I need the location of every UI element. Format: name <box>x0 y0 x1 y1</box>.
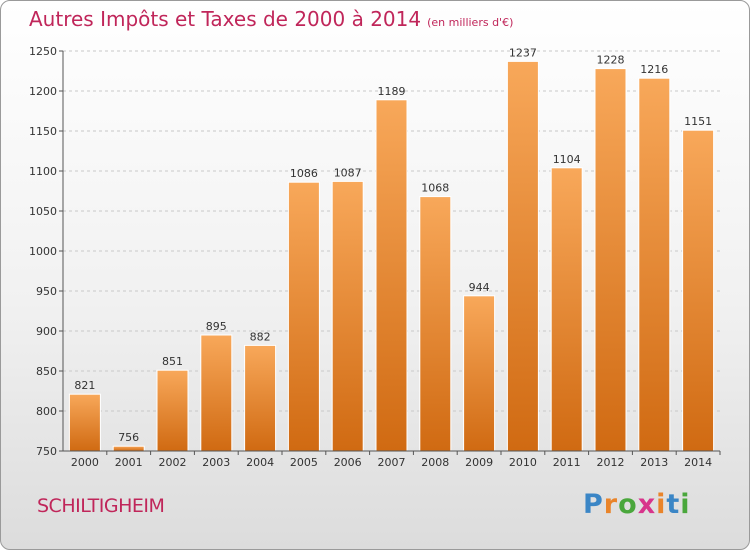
y-tick-label: 800 <box>36 405 57 418</box>
logo-letter: i <box>680 489 691 520</box>
bar <box>244 344 277 452</box>
logo-letter: x <box>637 489 657 520</box>
data-label: 1228 <box>597 54 625 67</box>
x-tick-label: 2004 <box>246 456 274 469</box>
y-tick-label: 950 <box>36 285 57 298</box>
data-label: 851 <box>162 355 183 368</box>
x-tick-label: 2000 <box>71 456 99 469</box>
data-label: 882 <box>250 330 271 343</box>
x-tick-label: 2012 <box>597 456 625 469</box>
data-label: 1068 <box>421 182 449 195</box>
x-tick-label: 2005 <box>290 456 318 469</box>
chart-title-text: Autres Impôts et Taxes de 2000 à 2014 <box>29 7 422 31</box>
data-label: 895 <box>206 320 227 333</box>
x-tick-label: 2010 <box>509 456 537 469</box>
data-label: 756 <box>118 431 139 444</box>
logo-letter: o <box>618 489 638 520</box>
x-tick-label: 2006 <box>334 456 362 469</box>
y-tick-label: 1250 <box>29 45 57 58</box>
logo-letter: r <box>603 489 619 520</box>
x-tick-label: 2002 <box>159 456 187 469</box>
bar <box>419 196 452 452</box>
data-label: 1086 <box>290 167 318 180</box>
bar <box>463 295 496 452</box>
x-tick-label: 2008 <box>421 456 449 469</box>
bar <box>594 68 627 452</box>
bar <box>287 181 320 452</box>
data-label: 944 <box>469 281 490 294</box>
x-tick-label: 2013 <box>640 456 668 469</box>
bar <box>506 60 539 452</box>
y-tick-label: 750 <box>36 445 57 458</box>
logo-letter: t <box>666 489 681 520</box>
x-tick-label: 2009 <box>465 456 493 469</box>
x-tick-label: 2001 <box>115 456 143 469</box>
city-name: SCHILTIGHEIM <box>37 495 165 517</box>
data-label: 1104 <box>553 153 581 166</box>
x-tick-label: 2011 <box>553 456 581 469</box>
y-tick-label: 850 <box>36 365 57 378</box>
y-tick-label: 1050 <box>29 205 57 218</box>
bar <box>638 77 671 452</box>
x-tick-label: 2014 <box>684 456 712 469</box>
x-tick-label: 2007 <box>378 456 406 469</box>
logo-letter: i <box>656 489 667 520</box>
bar <box>375 99 408 452</box>
bar <box>550 167 583 452</box>
bar <box>682 129 715 452</box>
data-label: 1189 <box>378 85 406 98</box>
chart-title: Autres Impôts et Taxes de 2000 à 2014 (en… <box>29 7 513 31</box>
y-tick-label: 1100 <box>29 165 57 178</box>
y-tick-label: 1200 <box>29 85 57 98</box>
bar <box>200 334 233 452</box>
bar <box>156 369 189 452</box>
y-tick-label: 1150 <box>29 125 57 138</box>
chart-subtitle: (en milliers d'€) <box>427 16 514 29</box>
data-label: 1216 <box>640 63 668 76</box>
logo-letter: P <box>583 489 604 520</box>
data-label: 1087 <box>334 166 362 179</box>
proxiti-logo: Proxiti <box>583 489 691 520</box>
data-label: 1151 <box>684 115 712 128</box>
y-tick-label: 1000 <box>29 245 57 258</box>
data-label: 1237 <box>509 46 537 59</box>
y-tick-label: 900 <box>36 325 57 338</box>
bar <box>112 445 145 452</box>
x-tick-label: 2003 <box>202 456 230 469</box>
data-label: 821 <box>74 379 95 392</box>
bar <box>331 180 364 452</box>
bar <box>68 393 101 452</box>
